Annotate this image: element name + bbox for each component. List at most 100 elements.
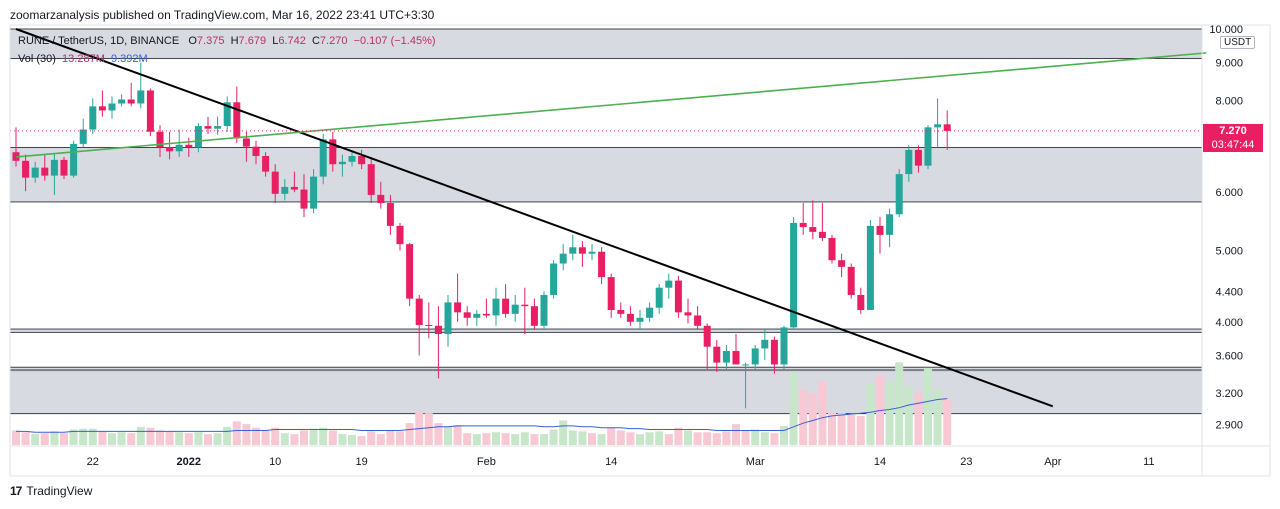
volume-bar: [271, 427, 280, 445]
candle-body: [559, 253, 567, 264]
candle-body: [809, 227, 817, 232]
candle-body: [290, 186, 298, 190]
candle: [626, 306, 634, 326]
volume-bar: [156, 430, 164, 445]
attribution-text: zoomarzanalysis published on TradingView…: [10, 8, 435, 22]
volume-bar: [79, 428, 88, 445]
candle: [31, 161, 39, 183]
candle: [271, 164, 279, 204]
volume-bar: [136, 426, 145, 445]
volume-bar: [799, 389, 808, 445]
volume-bar: [780, 425, 788, 445]
candle-body: [300, 189, 308, 209]
legend-close: 7.270: [319, 35, 348, 47]
volume-bar: [607, 427, 616, 445]
candle: [98, 90, 106, 117]
volume-bar: [472, 434, 481, 445]
candle-body: [895, 174, 903, 215]
candle: [406, 242, 414, 307]
volume-bar: [684, 430, 692, 445]
candle: [857, 287, 865, 314]
candle-body: [329, 139, 337, 165]
volume-bar: [789, 371, 798, 445]
volume-bar: [386, 430, 395, 445]
candle-body: [367, 164, 375, 195]
x-tick-label: 19: [355, 456, 367, 468]
candle-body: [502, 298, 510, 314]
legend-low-label: L: [272, 35, 279, 47]
trendline-descending: [15, 28, 1054, 408]
candle-body: [674, 280, 682, 313]
candle: [386, 194, 394, 235]
candle-body: [540, 294, 548, 326]
volume-bar: [655, 431, 664, 445]
candle: [886, 208, 894, 248]
candle-body: [406, 244, 414, 299]
candle: [204, 116, 212, 134]
candle: [761, 329, 769, 360]
zone-2: [9, 328, 1203, 333]
countdown-tag: 03:47:44: [1203, 138, 1263, 152]
volume-bar: [530, 434, 539, 445]
candle: [617, 302, 625, 318]
volume-bar: [348, 435, 356, 445]
volume-bar: [578, 431, 587, 445]
candle-body: [713, 346, 721, 363]
candle: [338, 154, 346, 177]
volume-bar: [367, 431, 376, 445]
volume-bar: [290, 434, 299, 445]
volume-bar: [847, 415, 856, 445]
volume-bar: [300, 430, 308, 445]
candle-body: [127, 99, 135, 104]
candle-body: [934, 124, 942, 128]
candle-body: [118, 99, 126, 104]
candle-body: [569, 247, 577, 254]
currency-unit-label[interactable]: USDT: [1220, 36, 1256, 49]
candle-body: [108, 103, 116, 111]
candle-body: [137, 90, 145, 104]
candle-body: [751, 348, 759, 365]
x-tick-label: Feb: [477, 456, 496, 468]
candle-body: [828, 237, 836, 261]
x-tick-label: Apr: [1044, 456, 1061, 468]
volume-bar: [40, 433, 49, 445]
footer-brand-text: TradingView: [26, 484, 93, 498]
candle: [818, 203, 826, 242]
y-tick-label: 10.000: [1209, 24, 1243, 36]
candle: [578, 241, 586, 267]
candle-body: [665, 280, 673, 288]
candle-body: [588, 251, 596, 254]
candle: [444, 294, 452, 347]
volume-bar: [722, 431, 731, 445]
legend-close-label: C: [311, 35, 320, 47]
candle-body: [646, 307, 654, 318]
volume-bar: [885, 381, 894, 445]
candle: [694, 306, 702, 330]
candle: [396, 222, 404, 251]
candle-body: [550, 263, 558, 295]
candle: [137, 62, 145, 109]
volume-bar: [933, 388, 942, 445]
volume-bar: [252, 427, 260, 445]
volume-bar: [732, 424, 740, 445]
legend-vol-value: 13.287M: [62, 53, 105, 65]
volume-bar: [463, 433, 472, 445]
candle-body: [41, 167, 49, 176]
legend-volume: Vol (30) 13.287M 9.392M: [18, 53, 148, 65]
y-tick-label: 2.900: [1215, 420, 1243, 432]
volume-bar: [444, 426, 452, 445]
candle: [943, 110, 951, 150]
candle: [540, 291, 548, 329]
zone-4: [9, 369, 1203, 415]
candle-body: [223, 102, 231, 127]
candle-body: [233, 102, 241, 139]
candle: [742, 362, 750, 409]
candle: [511, 294, 519, 322]
legend-open: 7.375: [196, 35, 225, 47]
candle-body: [262, 156, 270, 172]
candle-body: [914, 149, 922, 166]
candle-body: [22, 160, 30, 178]
y-tick-label: 4.400: [1215, 286, 1243, 298]
candle-body: [799, 222, 807, 228]
